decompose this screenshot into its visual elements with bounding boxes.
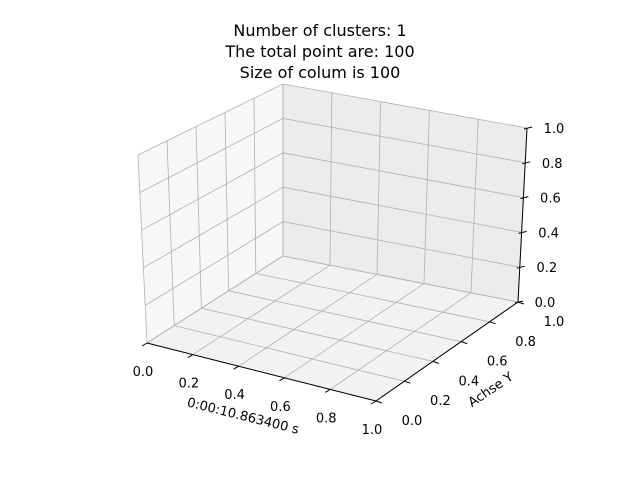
z-tick-label: 1.0 (544, 122, 565, 137)
z-grid-line-left (146, 255, 284, 344)
z-grid-line-left (139, 118, 284, 193)
x-tick (141, 342, 148, 347)
y-grid-line-left (166, 140, 175, 326)
x-axis-line (146, 342, 377, 402)
x-tick (370, 400, 377, 405)
z-tick-label: 0.8 (542, 157, 563, 172)
y-tick-label: 1.0 (544, 315, 565, 330)
y-tick-label: 0.2 (430, 394, 451, 409)
y-tick (489, 321, 496, 325)
chart-title: Number of clusters: 1 The total point ar… (0, 20, 640, 83)
y-grid-line-left (253, 98, 257, 274)
z-grid-line-back (282, 255, 519, 303)
x-tick-label: 0.4 (224, 388, 245, 403)
title-line-2: The total point are: 100 (225, 42, 415, 61)
z-grid-line-left (141, 152, 284, 231)
z-tick (516, 265, 525, 269)
y-tick-label: 0.8 (515, 335, 536, 350)
x-tick-label: 0.8 (316, 411, 337, 426)
x-tick-label: 0.6 (270, 400, 291, 415)
x-grid-line-back (376, 101, 381, 275)
y-grid-line-bottom (255, 273, 490, 323)
z-grid-line-back (282, 83, 528, 129)
x-grid-line-bottom (238, 274, 378, 367)
y-tick-label: 0.0 (402, 414, 423, 429)
x-grid-line-bottom (329, 292, 472, 390)
x-tick (279, 377, 285, 382)
y-grid-line-bottom (174, 325, 405, 382)
title-line-3: Size of colum is 100 (239, 63, 401, 82)
x-tick-label: 0.2 (178, 377, 199, 392)
y-tick (432, 360, 439, 364)
z-grid-line-left (143, 186, 284, 269)
z-tick (518, 230, 527, 234)
z-tick (514, 300, 524, 304)
y-grid-line-left (195, 126, 202, 309)
pane-bottom (147, 256, 518, 401)
x-tick-label: 1.0 (362, 423, 383, 438)
pane-group (138, 84, 527, 401)
y-tick (375, 400, 383, 404)
tick-labels: 0.0 0.2 0.4 0.6 0.8 1.0 0.0 0.2 0.4 0.6 0.8 1.0 0.0 0… (133, 122, 565, 438)
z-axis-line (517, 127, 528, 303)
y-grid-line-bottom (201, 307, 433, 362)
z-tick (522, 161, 531, 165)
z-tick-label: 0.4 (538, 226, 559, 241)
z-tick (520, 196, 529, 200)
z-grid-line-left (137, 83, 284, 156)
x-grid-line-back (423, 110, 430, 284)
z-tick (523, 126, 533, 130)
y-axis-line (375, 301, 519, 402)
z-grid-line-back (282, 221, 520, 268)
x-grid-line-back (470, 119, 479, 293)
pane-back (283, 84, 527, 302)
y-tick (461, 341, 468, 345)
title-line-1: Number of clusters: 1 (233, 21, 407, 40)
z-grid-line-left (144, 221, 284, 306)
z-tick-label: 0.2 (536, 261, 557, 276)
pane-left (138, 84, 283, 343)
x-grid-line-bottom (192, 264, 331, 355)
y-grid-line-bottom (228, 290, 462, 342)
y-grid-line-left (137, 154, 148, 344)
x-tick (324, 388, 331, 393)
z-grid-line-back (282, 152, 524, 198)
tick-marks (141, 126, 533, 405)
x-tick (187, 354, 194, 359)
x-tick-label: 0.0 (133, 365, 154, 380)
y-grid-line-left (224, 112, 229, 291)
y-tick-label: 0.4 (458, 374, 479, 389)
x-tick (233, 365, 239, 370)
y-tick-label: 0.6 (487, 355, 508, 370)
z-grid-line-back (282, 118, 526, 164)
axis-lines (146, 127, 528, 402)
x-grid-line-bottom (284, 283, 425, 379)
z-tick-label: 0.6 (540, 192, 561, 207)
z-grid-line-back (282, 186, 522, 233)
z-tick-label: 0.0 (535, 296, 556, 311)
x-grid-line-back (329, 92, 333, 266)
y-tick (404, 380, 411, 384)
